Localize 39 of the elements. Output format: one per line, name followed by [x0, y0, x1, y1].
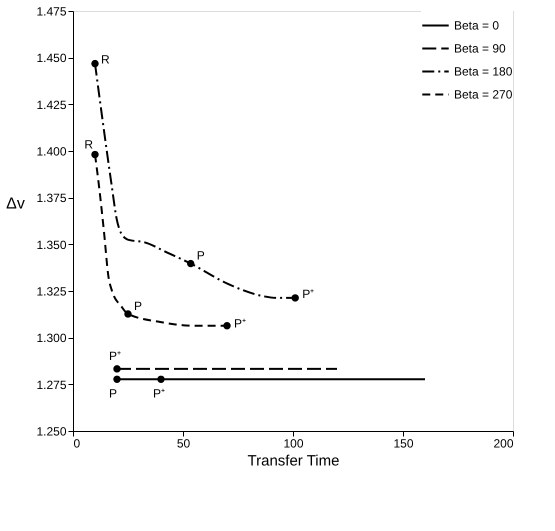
- legend-label: Beta = 90: [454, 42, 506, 56]
- point: [124, 310, 132, 318]
- y-tick-label: 1.250: [36, 424, 67, 438]
- annotation: R: [84, 138, 94, 152]
- annotation: P⁺: [302, 286, 314, 301]
- y-tick-label: 1.400: [36, 144, 67, 158]
- y-tick-label: 1.375: [36, 191, 67, 206]
- legend-label: Beta = 0: [454, 18, 500, 32]
- y-tick-label: 1.350: [36, 238, 67, 252]
- y-tick-label: 1.300: [36, 331, 67, 346]
- x-tick-label: 200: [493, 436, 514, 450]
- annotation: P⁺: [109, 348, 122, 363]
- annotation: P⁺: [234, 316, 246, 331]
- annotation: P⁺: [153, 386, 166, 400]
- point: [113, 376, 121, 383]
- y-tick-label: 1.275: [36, 378, 67, 392]
- point: [91, 150, 99, 158]
- x-tick-label: 100: [283, 436, 304, 450]
- y-tick-label: 1.325: [36, 284, 67, 298]
- annotation: P: [109, 386, 118, 400]
- y-tick-label: 1.450: [36, 51, 67, 66]
- point: [186, 260, 194, 268]
- x-tick-label: 150: [393, 436, 414, 450]
- annotation: P: [134, 298, 142, 313]
- point: [91, 60, 99, 68]
- legend-label: Beta = 270: [454, 88, 513, 102]
- point: [223, 322, 231, 330]
- y-axis-title: Δv: [6, 196, 25, 212]
- annotation: R: [101, 52, 110, 67]
- x-axis-title: Transfer Time: [248, 452, 340, 470]
- x-tick-label: 50: [176, 436, 190, 450]
- x-tick-label: 0: [74, 436, 80, 450]
- legend-label: Beta = 180: [454, 64, 513, 78]
- point: [157, 376, 165, 383]
- y-tick-label: 1.475: [36, 4, 67, 18]
- y-tick-label: 1.425: [36, 98, 67, 112]
- point: [113, 365, 121, 373]
- annotation: P: [196, 248, 205, 263]
- point: [291, 294, 299, 302]
